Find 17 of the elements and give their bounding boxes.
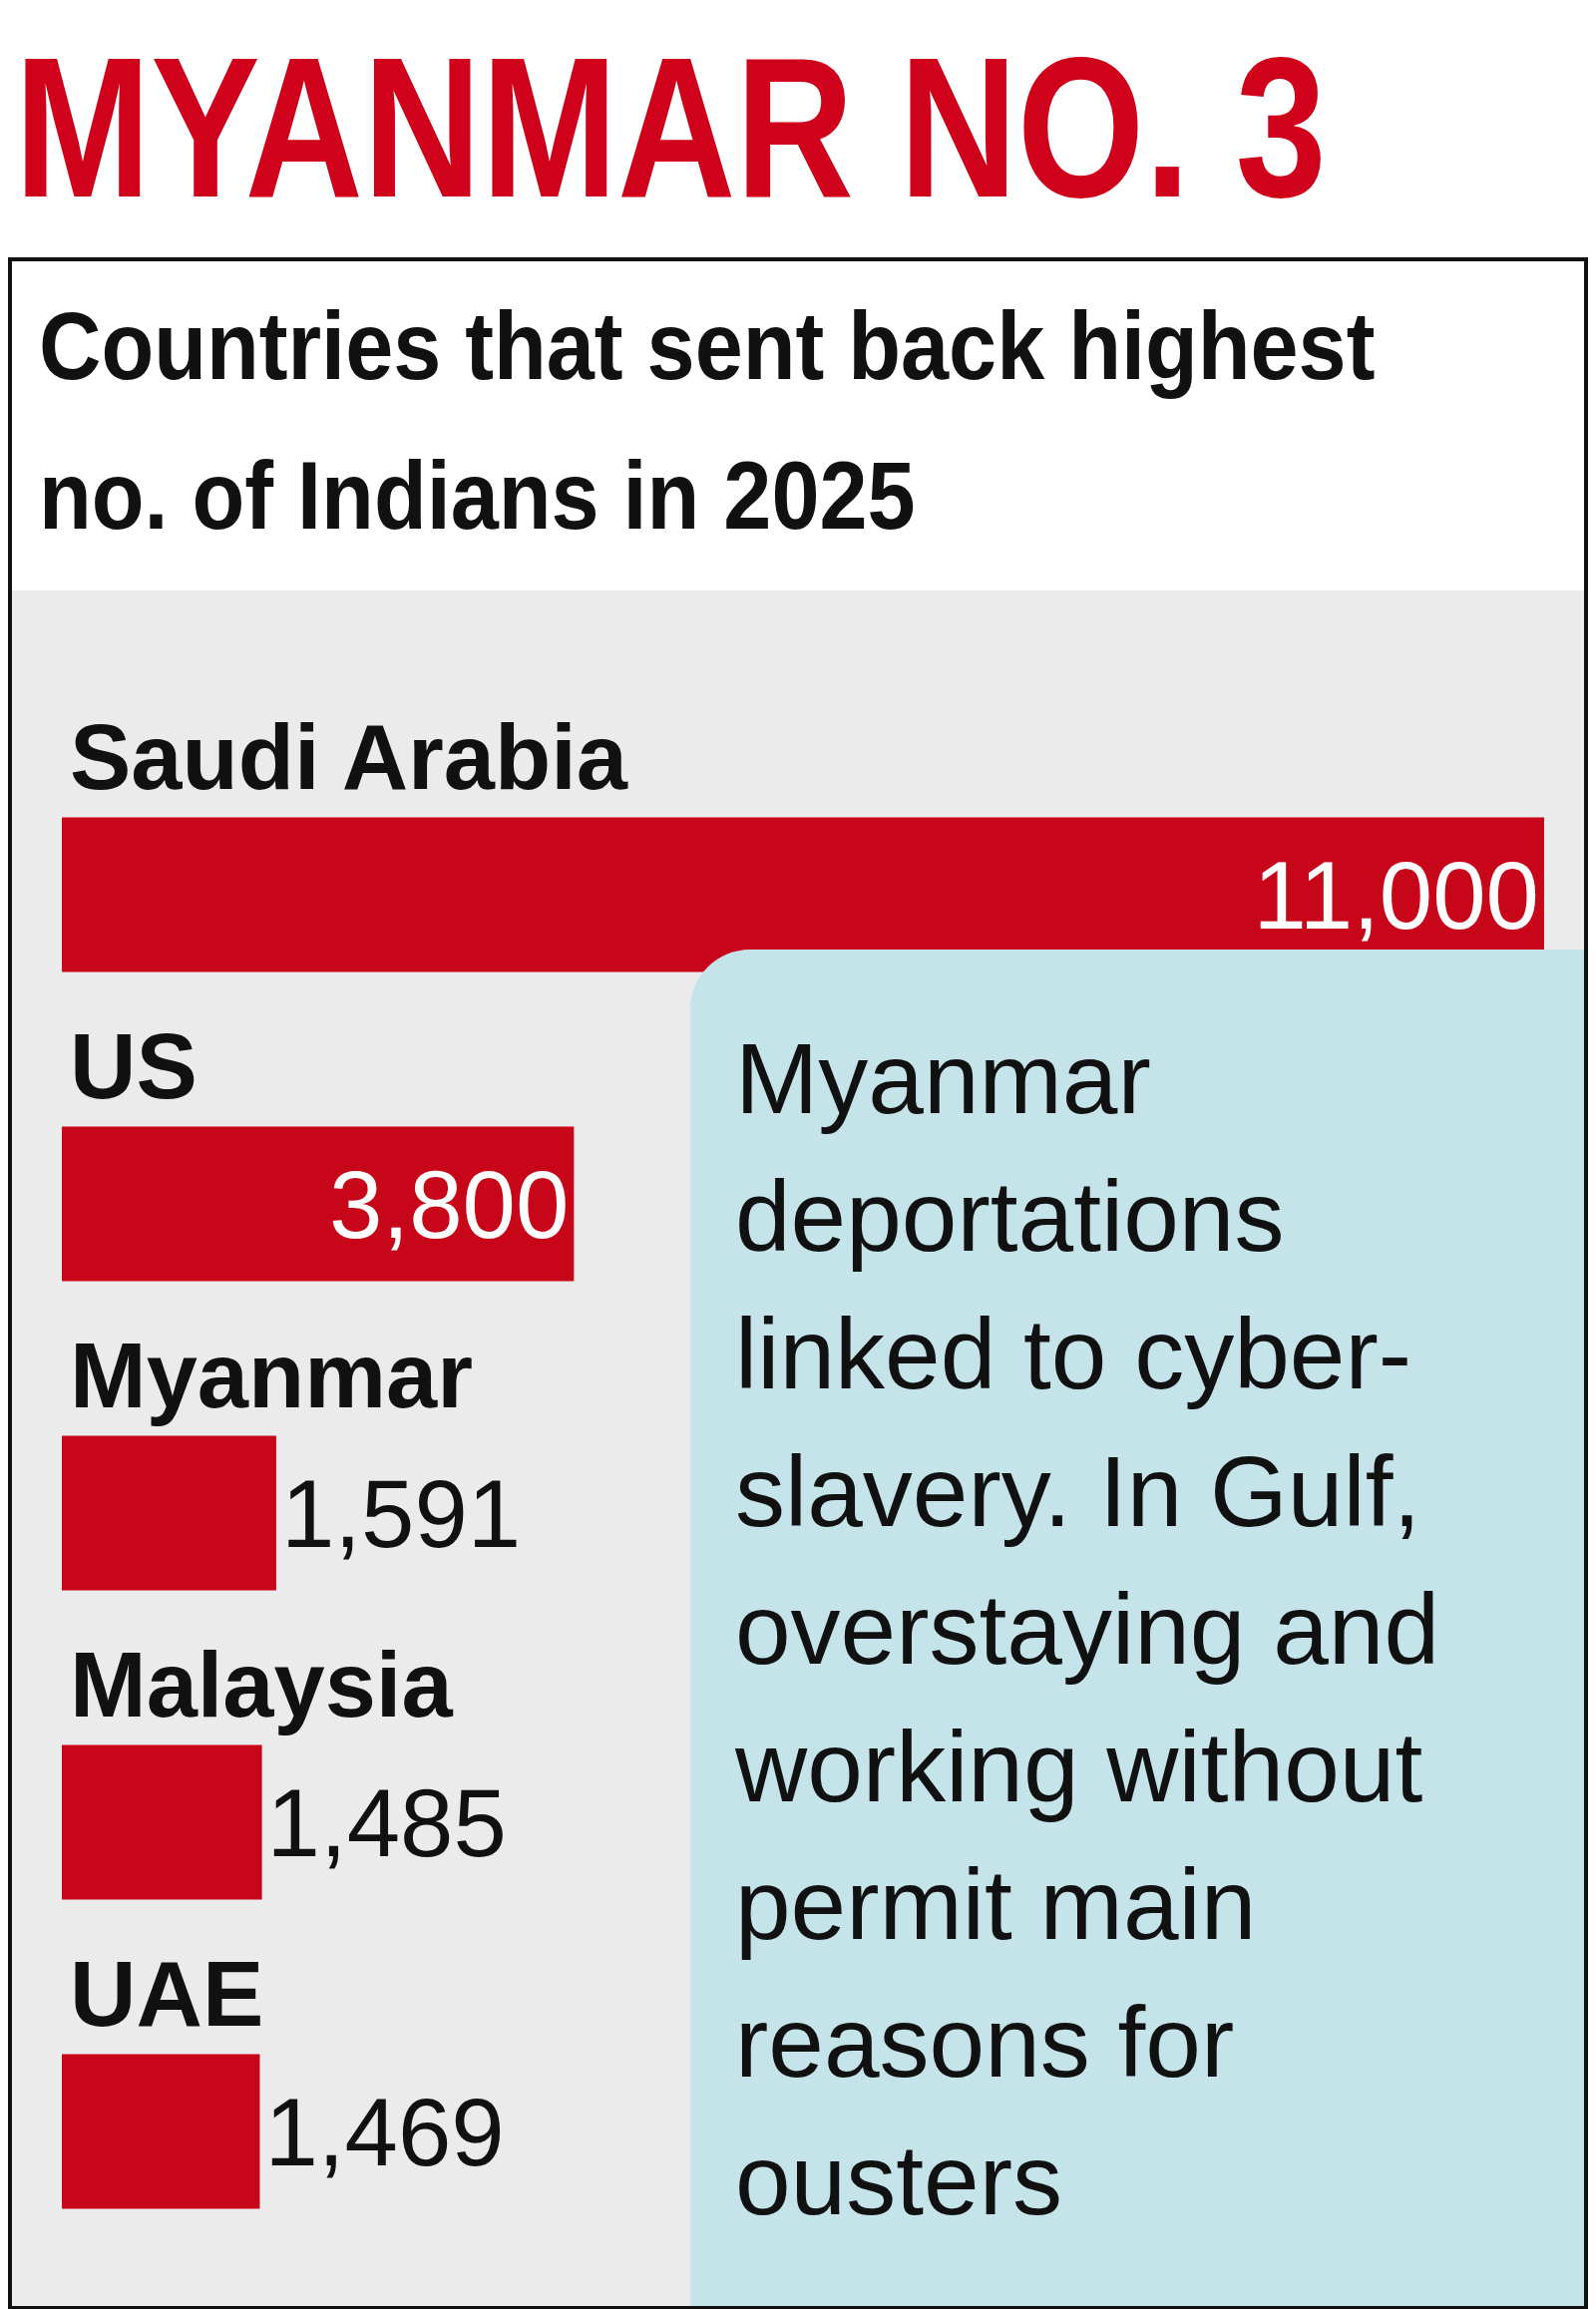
- data-label: 1,591: [280, 1459, 522, 1567]
- data-label: 1,469: [264, 2078, 505, 2185]
- data-label: 11,000: [1253, 841, 1539, 949]
- data-label: 3,800: [329, 1150, 570, 1258]
- bar: [62, 1435, 276, 1591]
- y-tick-label: Myanmar: [70, 1325, 473, 1426]
- y-tick-label: Malaysia: [70, 1634, 454, 1735]
- y-tick-label: US: [70, 1015, 198, 1117]
- chart-subtitle: Countries that sent back highest no. of Indians in 2025: [38, 291, 1377, 551]
- bar: [62, 1744, 262, 1900]
- chart-title: MYANMAR NO. 3: [13, 15, 1327, 240]
- text: Myanmar deportations linked to cyber-slavery. In Gulf, overstaying and working without permit main reasons for ousters: [735, 1022, 1440, 2235]
- bar: [62, 1126, 575, 1282]
- y-tick-label: Saudi Arabia: [70, 706, 628, 808]
- bar: [62, 2054, 260, 2209]
- y-tick-label: UAE: [70, 1943, 264, 2045]
- data-label: 1,485: [266, 1768, 507, 1876]
